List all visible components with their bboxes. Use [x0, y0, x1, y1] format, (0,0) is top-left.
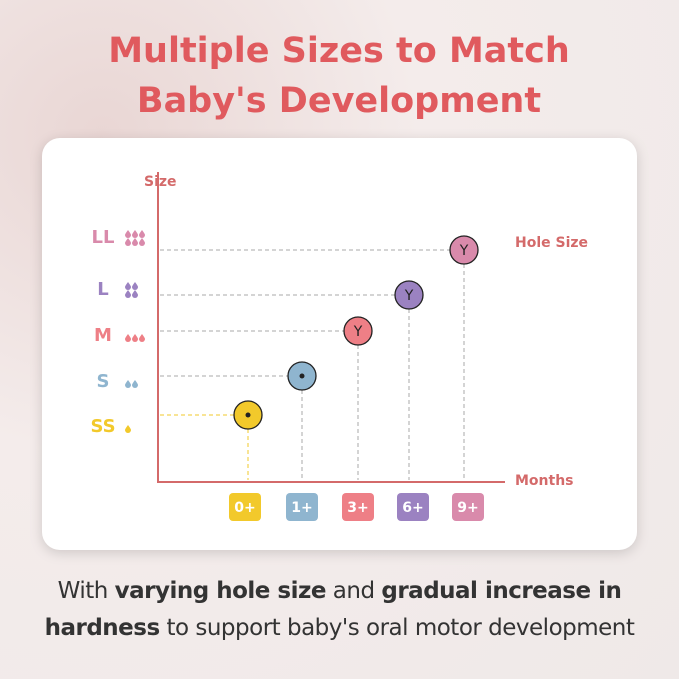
hole-letter: Y	[353, 324, 363, 340]
drop-icon	[125, 380, 131, 388]
y-axis-label: Size	[144, 174, 177, 190]
month-box	[229, 493, 261, 521]
footer-line: hardness to support baby's oral motor de…	[0, 615, 679, 641]
drop-icon	[132, 238, 138, 246]
footer-text: to support baby's oral motor development	[159, 615, 635, 641]
month-box	[286, 493, 318, 521]
title-line: Multiple Sizes to Match	[108, 31, 570, 71]
hole-dot	[299, 373, 305, 379]
footer-text: With	[57, 578, 115, 604]
drop-icon	[132, 282, 138, 290]
drop-icon	[125, 334, 131, 342]
footer-text: and	[325, 578, 382, 604]
drop-icon	[139, 230, 145, 238]
size-label: SS	[90, 416, 115, 437]
month-label: 9+	[457, 500, 478, 516]
size-label: L	[97, 279, 108, 300]
drop-icon	[132, 334, 138, 342]
month-label: 0+	[234, 500, 255, 516]
hole-letter: Y	[459, 243, 469, 259]
hole-letter: Y	[404, 288, 414, 304]
month-label: 3+	[347, 500, 368, 516]
month-label: 1+	[291, 500, 312, 516]
size-label: S	[97, 371, 110, 392]
drop-icon	[139, 334, 145, 342]
card	[42, 138, 637, 550]
drop-icon	[125, 290, 131, 298]
drop-icon	[132, 230, 138, 238]
size-label: M	[94, 325, 112, 346]
hole-size-label: Hole Size	[515, 235, 588, 251]
drop-icon	[125, 425, 131, 433]
drop-icon	[132, 290, 138, 298]
nipple-hole	[394, 280, 424, 310]
month-box	[397, 493, 429, 521]
nipple-hole	[343, 316, 373, 346]
drop-icon	[139, 238, 145, 246]
month-label: 6+	[402, 500, 423, 516]
drop-icon	[125, 238, 131, 246]
drop-icon	[125, 230, 131, 238]
title-line: Baby's Development	[137, 81, 541, 121]
x-axis-label: Months	[515, 473, 574, 489]
drop-icon	[125, 282, 131, 290]
footer-line: With varying hole size and gradual incre…	[0, 578, 679, 604]
footer-text: hardness	[44, 615, 161, 641]
footer-text: gradual increase in	[381, 578, 622, 604]
footer-text: varying hole size	[114, 578, 327, 604]
hole-dot	[245, 412, 251, 418]
month-box	[342, 493, 374, 521]
size-label: LL	[92, 227, 115, 248]
nipple-hole	[449, 235, 479, 265]
month-box	[452, 493, 484, 521]
drop-icon	[132, 380, 138, 388]
